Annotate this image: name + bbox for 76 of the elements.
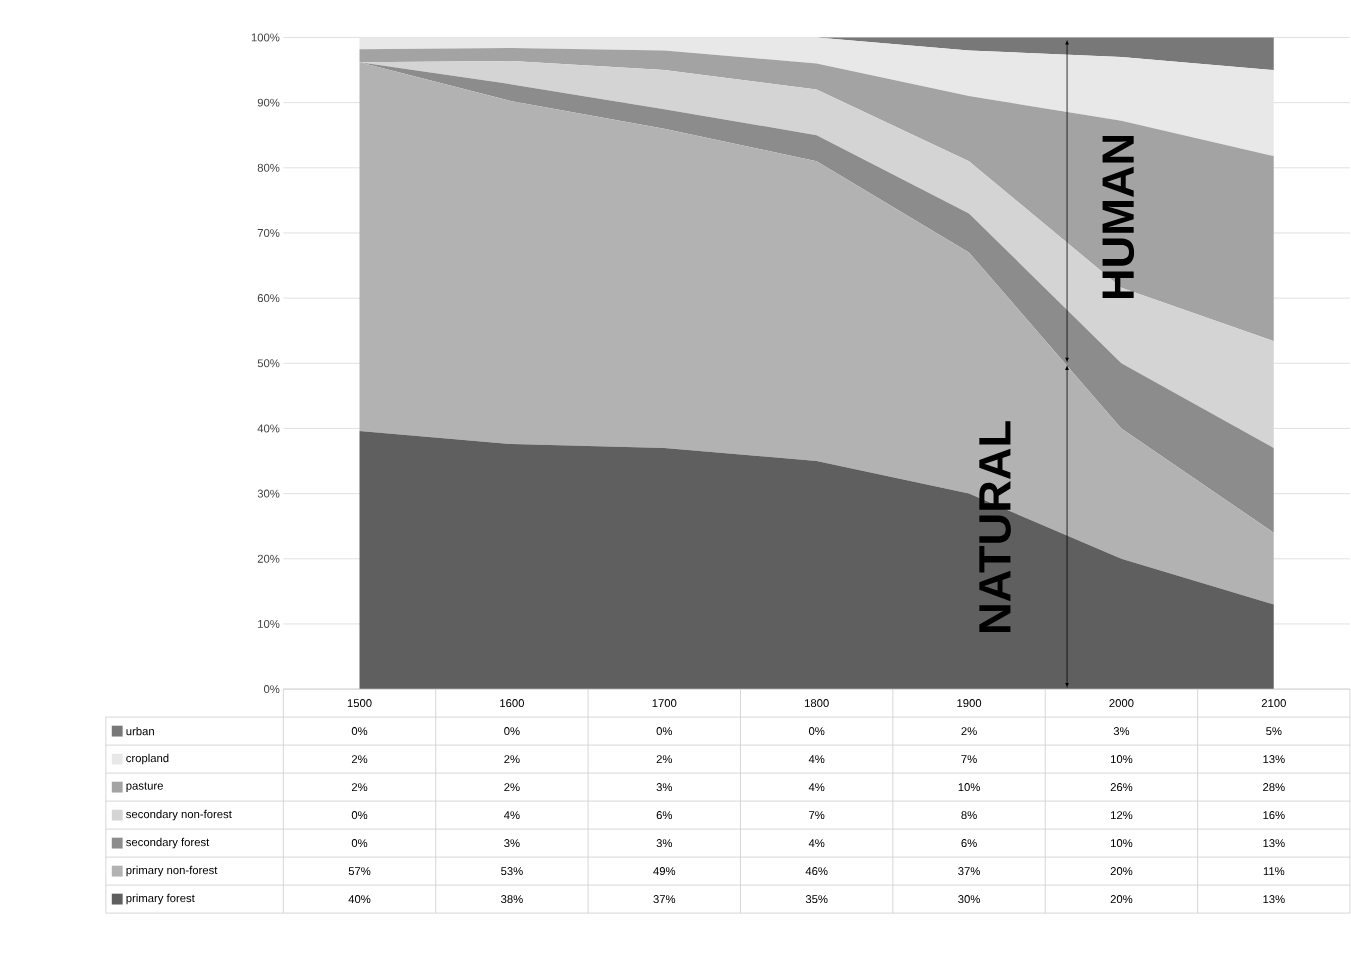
data-label: 57% bbox=[348, 867, 371, 876]
legend-label: primary non-forest bbox=[126, 865, 218, 877]
data-label: 3% bbox=[504, 839, 520, 848]
data-label: 20% bbox=[1110, 867, 1133, 876]
y-tick-label: 100% bbox=[251, 33, 280, 42]
x-tick-label: 2100 bbox=[1261, 699, 1286, 708]
legend-label: primary forest bbox=[126, 893, 195, 905]
data-label: 8% bbox=[961, 811, 977, 820]
data-label: 0% bbox=[351, 727, 368, 736]
data-label: 0% bbox=[656, 727, 673, 736]
y-tick-label: 70% bbox=[257, 228, 280, 237]
data-label: 3% bbox=[656, 783, 673, 792]
legend-label: urban bbox=[126, 726, 154, 736]
data-label: 53% bbox=[501, 867, 523, 876]
data-label: 4% bbox=[808, 783, 825, 791]
annotation: NATURAL bbox=[979, 421, 1011, 632]
data-label: 40% bbox=[348, 895, 371, 904]
y-tick-label: 20% bbox=[257, 554, 280, 563]
y-tick-label: 30% bbox=[257, 489, 280, 498]
data-label: 11% bbox=[1263, 867, 1285, 875]
data-label: 10% bbox=[1111, 755, 1133, 764]
y-tick-label: 10% bbox=[258, 619, 280, 628]
data-label: 13% bbox=[1263, 839, 1285, 848]
data-label: 6% bbox=[656, 811, 673, 820]
y-tick-label: 40% bbox=[257, 424, 280, 433]
data-label: 0% bbox=[504, 727, 520, 736]
y-tick-label: 60% bbox=[257, 294, 280, 303]
data-label: 2% bbox=[504, 755, 520, 764]
data-label: 4% bbox=[808, 839, 825, 847]
data-label: 13% bbox=[1263, 755, 1285, 764]
data-label: 4% bbox=[504, 811, 520, 819]
annotation: HUMAN bbox=[1102, 135, 1135, 298]
x-tick-label: 1500 bbox=[347, 699, 372, 708]
y-tick-label: 90% bbox=[257, 98, 280, 107]
data-label: 49% bbox=[653, 867, 676, 876]
data-label: 10% bbox=[958, 783, 980, 792]
data-label: 38% bbox=[501, 895, 523, 904]
x-tick-label: 1600 bbox=[500, 699, 525, 708]
data-label: 0% bbox=[351, 811, 368, 820]
data-label: 2% bbox=[961, 727, 977, 736]
data-label: 7% bbox=[809, 811, 825, 819]
x-tick-label: 1800 bbox=[804, 699, 829, 708]
data-label: 0% bbox=[351, 839, 368, 848]
data-label: 20% bbox=[1110, 895, 1133, 904]
x-tick-label: 1700 bbox=[652, 699, 677, 708]
legend-label: pasture bbox=[126, 782, 163, 792]
data-label: 30% bbox=[958, 895, 980, 904]
legend-label: secondary non-forest bbox=[126, 809, 232, 821]
data-label: 5% bbox=[1266, 727, 1282, 736]
x-tick-label: 1900 bbox=[957, 699, 982, 708]
y-tick-label: 50% bbox=[257, 359, 280, 368]
data-label: 10% bbox=[1111, 839, 1133, 848]
data-label: 28% bbox=[1263, 783, 1285, 792]
data-label: 16% bbox=[1263, 811, 1285, 820]
data-label: 2% bbox=[351, 783, 368, 792]
data-label: 3% bbox=[656, 839, 673, 848]
data-label: 6% bbox=[961, 839, 977, 848]
legend-label: secondary forest bbox=[126, 837, 210, 849]
data-label: 26% bbox=[1110, 783, 1133, 792]
data-label: 2% bbox=[504, 783, 520, 792]
data-label: 37% bbox=[653, 895, 676, 904]
x-tick-label: 2000 bbox=[1109, 699, 1134, 708]
data-label: 35% bbox=[805, 895, 828, 904]
data-label: 7% bbox=[961, 755, 977, 763]
data-label: 37% bbox=[958, 867, 980, 876]
y-tick-label: 80% bbox=[257, 163, 280, 172]
data-label: 46% bbox=[805, 867, 828, 876]
data-label: 3% bbox=[1113, 727, 1130, 736]
data-label: 2% bbox=[656, 755, 673, 764]
y-tick-label: 0% bbox=[263, 685, 280, 694]
data-label: 2% bbox=[351, 755, 368, 764]
data-label: 4% bbox=[808, 755, 825, 763]
data-label: 13% bbox=[1263, 895, 1285, 904]
legend-label: cropland bbox=[126, 753, 169, 765]
data-label: 12% bbox=[1111, 811, 1133, 820]
data-label: 0% bbox=[808, 727, 825, 736]
